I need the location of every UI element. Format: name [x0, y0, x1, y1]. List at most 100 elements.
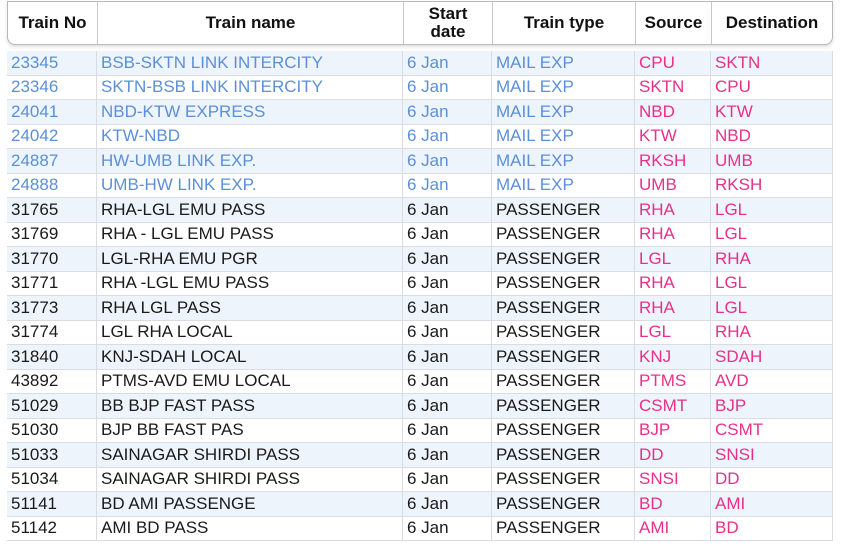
- cell-train-name[interactable]: NBD-KTW EXPRESS: [97, 100, 403, 124]
- cell-start-date: 6 Jan: [403, 100, 492, 124]
- cell-source: CPU: [635, 51, 711, 75]
- cell-start-date: 6 Jan: [403, 247, 492, 271]
- cell-train-type: PASSENGER: [492, 369, 635, 393]
- table-row[interactable]: 51142 AMI BD PASS 6 Jan PASSENGER AMI BD: [7, 516, 833, 541]
- table-body: 23345 BSB-SKTN LINK INTERCITY 6 Jan MAIL EX…: [7, 51, 833, 541]
- cell-destination: RHA: [711, 320, 833, 344]
- cell-source: RKSH: [635, 149, 711, 173]
- cell-train-no: 51141: [7, 492, 97, 516]
- table-row[interactable]: 43892 PTMS-AVD EMU LOCAL 6 Jan PASSENGER PTM…: [7, 369, 833, 394]
- column-header-source[interactable]: Source: [636, 2, 712, 44]
- cell-destination: CPU: [711, 75, 833, 99]
- cell-start-date: 6 Jan: [403, 394, 492, 418]
- column-header-train-name[interactable]: Train name: [98, 2, 404, 44]
- column-header-start-date[interactable]: Start date: [404, 2, 493, 44]
- cell-destination: BD: [711, 516, 833, 540]
- cell-train-name: BB BJP FAST PASS: [97, 394, 403, 418]
- cell-start-date: 6 Jan: [403, 467, 492, 491]
- table-row[interactable]: 24887 HW-UMB LINK EXP. 6 Jan MAIL EXP RKSH UM…: [7, 149, 833, 174]
- cell-source: KNJ: [635, 345, 711, 369]
- table-row[interactable]: 31774 LGL RHA LOCAL 6 Jan PASSENGER LGL RHA: [7, 320, 833, 345]
- cell-train-no: 31771: [7, 271, 97, 295]
- cell-train-type: PASSENGER: [492, 320, 635, 344]
- cell-destination: LGL: [711, 271, 833, 295]
- cell-source: PTMS: [635, 369, 711, 393]
- cell-train-no[interactable]: 23345: [7, 51, 97, 75]
- cell-source: SNSI: [635, 467, 711, 491]
- cell-source: RHA: [635, 198, 711, 222]
- cell-source: LGL: [635, 247, 711, 271]
- cell-destination: SDAH: [711, 345, 833, 369]
- column-header-destination[interactable]: Destination: [725, 13, 819, 32]
- cell-source: LGL: [635, 320, 711, 344]
- cell-train-type: PASSENGER: [492, 247, 635, 271]
- cell-train-name: RHA LGL PASS: [97, 296, 403, 320]
- cell-start-date: 6 Jan: [403, 516, 492, 540]
- cell-train-type: PASSENGER: [492, 443, 635, 467]
- cell-train-type: PASSENGER: [492, 394, 635, 418]
- cell-train-name[interactable]: BSB-SKTN LINK INTERCITY: [97, 51, 403, 75]
- cell-train-name: LGL-RHA EMU PGR: [97, 247, 403, 271]
- cell-train-no[interactable]: 23346: [7, 75, 97, 99]
- cell-destination: LGL: [711, 222, 833, 246]
- cell-source: RHA: [635, 296, 711, 320]
- table-row[interactable]: 31765 RHA-LGL EMU PASS 6 Jan PASSENGER RHA LG…: [7, 198, 833, 223]
- cell-start-date: 6 Jan: [403, 124, 492, 148]
- cell-train-no: 43892: [7, 369, 97, 393]
- cell-train-no: 51034: [7, 467, 97, 491]
- table-row[interactable]: 23345 BSB-SKTN LINK INTERCITY 6 Jan MAIL EX…: [7, 51, 833, 76]
- cell-start-date: 6 Jan: [403, 75, 492, 99]
- table-row[interactable]: 51033 SAINAGAR SHIRDI PASS 6 Jan PASSENGER D…: [7, 443, 833, 468]
- cell-train-no[interactable]: 24887: [7, 149, 97, 173]
- cell-source: DD: [635, 443, 711, 467]
- cell-train-no: 51142: [7, 516, 97, 540]
- column-header-train-type[interactable]: Train type: [493, 2, 636, 44]
- column-header-train-no[interactable]: Train No: [8, 2, 98, 44]
- cell-train-type: PASSENGER: [492, 345, 635, 369]
- table-row[interactable]: 24042 KTW-NBD 6 Jan MAIL EXP KTW NBD: [7, 124, 833, 149]
- cell-train-name[interactable]: SKTN-BSB LINK INTERCITY: [97, 75, 403, 99]
- cell-destination: LGL: [711, 296, 833, 320]
- table-row[interactable]: 31769 RHA - LGL EMU PASS 6 Jan PASSENGER RHA…: [7, 222, 833, 247]
- cell-train-type: PASSENGER: [492, 467, 635, 491]
- cell-start-date: 6 Jan: [403, 320, 492, 344]
- table-row[interactable]: 51030 BJP BB FAST PAS 6 Jan PASSENGER BJP CSM…: [7, 418, 833, 443]
- cell-train-type: MAIL EXP: [492, 173, 635, 197]
- cell-start-date: 6 Jan: [403, 418, 492, 442]
- table-row[interactable]: 31771 RHA -LGL EMU PASS 6 Jan PASSENGER RHA L…: [7, 271, 833, 296]
- cell-train-name: KNJ-SDAH LOCAL: [97, 345, 403, 369]
- table-row[interactable]: 31773 RHA LGL PASS 6 Jan PASSENGER RHA LGL: [7, 296, 833, 321]
- cell-source: AMI: [635, 516, 711, 540]
- cell-train-name[interactable]: HW-UMB LINK EXP.: [97, 149, 403, 173]
- cell-train-name: SAINAGAR SHIRDI PASS: [97, 443, 403, 467]
- table-row[interactable]: 31840 KNJ-SDAH LOCAL 6 Jan PASSENGER KNJ SDAH: [7, 345, 833, 370]
- table-row[interactable]: 31770 LGL-RHA EMU PGR 6 Jan PASSENGER LGL RHA: [7, 247, 833, 272]
- cell-source: BJP: [635, 418, 711, 442]
- table-row[interactable]: 51034 SAINAGAR SHIRDI PASS 6 Jan PASSENGER S…: [7, 467, 833, 492]
- table-row[interactable]: 51029 BB BJP FAST PASS 6 Jan PASSENGER CSMT B…: [7, 394, 833, 419]
- cell-train-type: MAIL EXP: [492, 75, 635, 99]
- cell-train-name: BJP BB FAST PAS: [97, 418, 403, 442]
- cell-start-date: 6 Jan: [403, 369, 492, 393]
- table-row[interactable]: 23346 SKTN-BSB LINK INTERCITY 6 Jan MAIL EX…: [7, 75, 833, 100]
- cell-source: BD: [635, 492, 711, 516]
- cell-train-name[interactable]: UMB-HW LINK EXP.: [97, 173, 403, 197]
- cell-train-no[interactable]: 24888: [7, 173, 97, 197]
- cell-start-date: 6 Jan: [403, 51, 492, 75]
- cell-train-no: 31774: [7, 320, 97, 344]
- cell-destination: KTW: [711, 100, 833, 124]
- cell-train-name[interactable]: KTW-NBD: [97, 124, 403, 148]
- table-row[interactable]: 24888 UMB-HW LINK EXP. 6 Jan MAIL EXP UMB RKS…: [7, 173, 833, 198]
- table-row[interactable]: 51141 BD AMI PASSENGE 6 Jan PASSENGER BD AMI: [7, 492, 833, 517]
- cell-source: KTW: [635, 124, 711, 148]
- cell-train-no: 51029: [7, 394, 97, 418]
- cell-train-no[interactable]: 24041: [7, 100, 97, 124]
- cell-train-type: MAIL EXP: [492, 51, 635, 75]
- cell-train-type: PASSENGER: [492, 296, 635, 320]
- cell-train-name: AMI BD PASS: [97, 516, 403, 540]
- cell-train-no: 31770: [7, 247, 97, 271]
- cell-train-type: PASSENGER: [492, 222, 635, 246]
- cell-train-name: RHA-LGL EMU PASS: [97, 198, 403, 222]
- cell-train-no[interactable]: 24042: [7, 124, 97, 148]
- table-row[interactable]: 24041 NBD-KTW EXPRESS 6 Jan MAIL EXP NBD KTW: [7, 100, 833, 125]
